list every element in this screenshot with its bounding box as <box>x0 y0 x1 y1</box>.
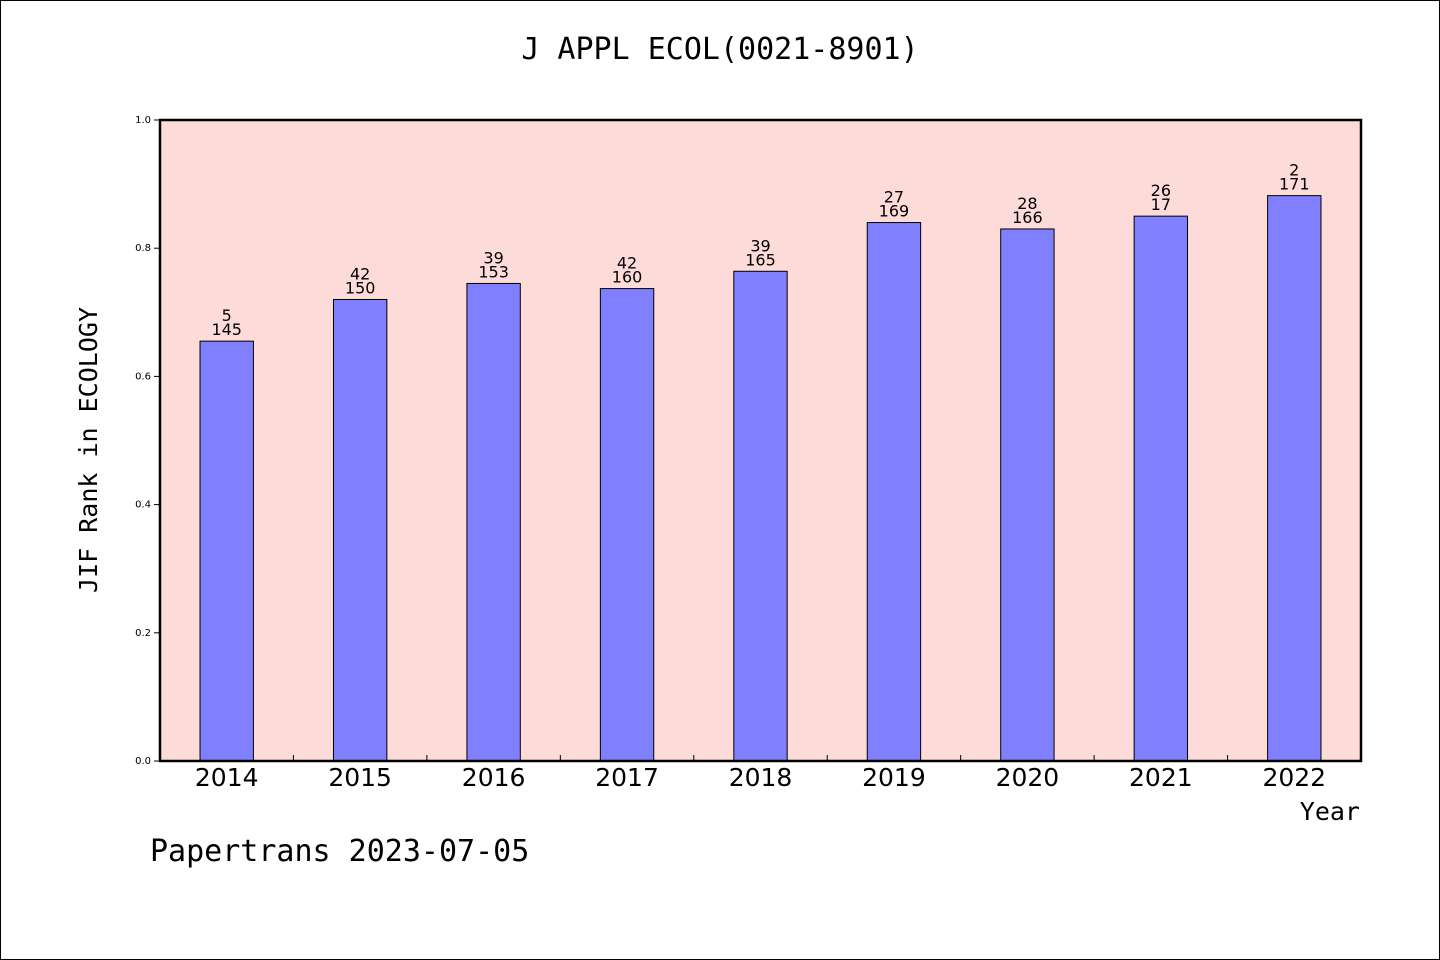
x-tick-label: 2021 <box>1129 763 1193 792</box>
x-tick-label: 2016 <box>462 763 526 792</box>
bar-2020 <box>1000 228 1055 762</box>
bar-2022 <box>1267 195 1322 762</box>
bar-2014 <box>199 340 254 762</box>
x-tick-label: 2014 <box>195 763 259 792</box>
bar-rank-label: 39 <box>483 248 503 267</box>
x-axis-label: Year <box>1300 797 1360 826</box>
bar-total-label: 153 <box>478 262 509 281</box>
x-tick-label: 2017 <box>595 763 659 792</box>
bar-rank-label: 42 <box>617 254 637 273</box>
bar-2015 <box>332 298 388 762</box>
bar-rank-label: 26 <box>1151 181 1171 200</box>
bar-rank-label: 27 <box>884 188 904 207</box>
chart-title: J APPL ECOL(0021-8901) <box>521 32 919 67</box>
y-tick-label: 0.4 <box>135 500 151 511</box>
bar-total-label: 150 <box>345 278 376 297</box>
x-tick-label: 2018 <box>729 763 793 792</box>
bar-2019 <box>866 222 922 762</box>
bar-rank-label: 42 <box>350 264 370 283</box>
y-tick-label: 0.8 <box>135 243 151 254</box>
bar-total-label: 169 <box>879 202 910 221</box>
bar-rank-label: 39 <box>750 236 770 255</box>
bar-rank-label: 5 <box>222 306 232 325</box>
footer-watermark: Papertrans 2023-07-05 <box>150 834 530 869</box>
plot-border <box>158 118 1363 763</box>
bar-2018 <box>733 270 788 762</box>
y-tick-label: 0.0 <box>135 756 151 767</box>
y-tick-label: 0.2 <box>135 628 151 639</box>
y-tick-label: 1.0 <box>135 115 151 126</box>
bar-2021 <box>1133 215 1189 762</box>
x-tick-label: 2020 <box>996 763 1060 792</box>
bar-2016 <box>466 282 521 762</box>
bar-total-label: 165 <box>745 250 776 269</box>
bar-rank-label: 28 <box>1017 194 1037 213</box>
bar-total-label: 17 <box>1151 195 1171 214</box>
x-tick-label: 2019 <box>862 763 926 792</box>
bar-rank-label: 2 <box>1289 161 1299 180</box>
x-tick-label: 2015 <box>328 763 392 792</box>
bar-total-label: 171 <box>1279 175 1310 194</box>
bar-total-label: 166 <box>1012 208 1043 227</box>
x-tick-label: 2022 <box>1262 763 1326 792</box>
y-tick-label: 0.6 <box>135 371 151 382</box>
bar-2017 <box>599 288 655 762</box>
y-axis-label: JIF Rank in ECOLOGY <box>74 307 103 593</box>
bar-total-label: 160 <box>612 268 643 287</box>
bar-total-label: 145 <box>211 320 242 339</box>
